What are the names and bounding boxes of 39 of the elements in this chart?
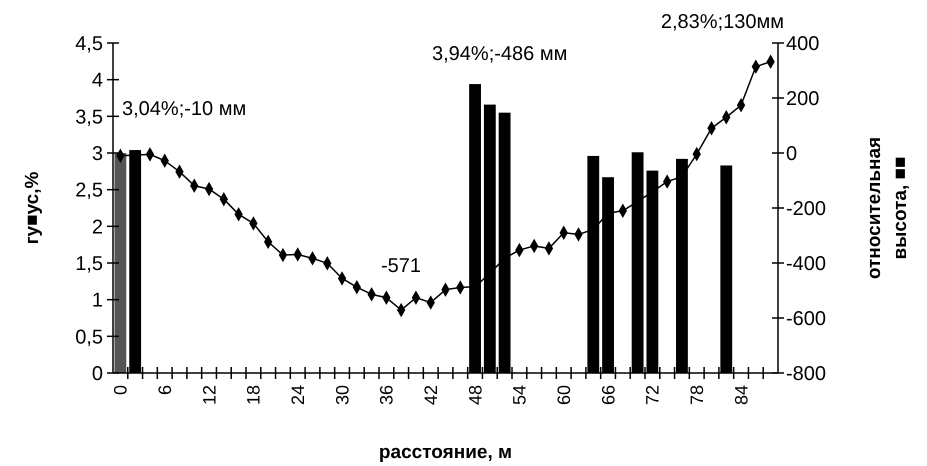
y-tick-label: 3 — [92, 143, 103, 165]
y2-axis-title: относительная высота, ■■ — [864, 136, 911, 280]
y2-tick-label: 400 — [786, 33, 820, 55]
y-tick-label: 1 — [92, 290, 103, 312]
y-tick-label: 2,5 — [75, 180, 103, 202]
x-tick-label: 48 — [465, 385, 486, 406]
y2-tick-label: 0 — [786, 143, 798, 165]
y-tick-label: 2 — [92, 216, 103, 238]
x-tick-label: 54 — [510, 385, 530, 406]
y-tick-label: 0,5 — [75, 326, 103, 348]
x-tick-label: 0 — [110, 385, 131, 396]
x-tick-label: 36 — [376, 385, 397, 406]
x-tick-label: 12 — [199, 385, 220, 406]
text: 2,83%;130мм — [660, 11, 784, 33]
bar — [114, 153, 126, 373]
annotation: -571 — [380, 255, 422, 277]
x-tick-label: 24 — [288, 385, 308, 406]
annotation: 3,04%;-10 мм — [122, 98, 246, 120]
x-tick-label: 78 — [687, 385, 708, 406]
x-tick-label: 60 — [554, 385, 574, 406]
y-tick-label: 1,5 — [75, 253, 103, 275]
x-tick-label: 84 — [731, 385, 752, 406]
x-tick-label: 18 — [244, 385, 264, 406]
y-tick-label: 3,5 — [75, 106, 103, 128]
x-tick-label: 42 — [421, 385, 442, 406]
y2-tick-label: 200 — [786, 88, 820, 110]
x-tick-label: 66 — [598, 385, 618, 406]
y2-tick-label: -200 — [786, 198, 826, 220]
x-axis-title: расстояние, м — [378, 442, 512, 463]
x-tick-label: 72 — [642, 385, 663, 406]
y-tick-label: 4,5 — [75, 33, 103, 55]
y2-tick-label: -800 — [786, 363, 826, 385]
y2-tick-label: -600 — [786, 308, 826, 330]
x-tick-label: 6 — [155, 385, 176, 396]
annotation: 3,94%;-486 мм — [432, 43, 568, 65]
y-tick-label: 4 — [92, 70, 103, 92]
y-axis-title: гу■ус,% — [22, 172, 43, 244]
y2-tick-label: -400 — [786, 253, 826, 275]
x-tick-label: 30 — [332, 385, 352, 406]
